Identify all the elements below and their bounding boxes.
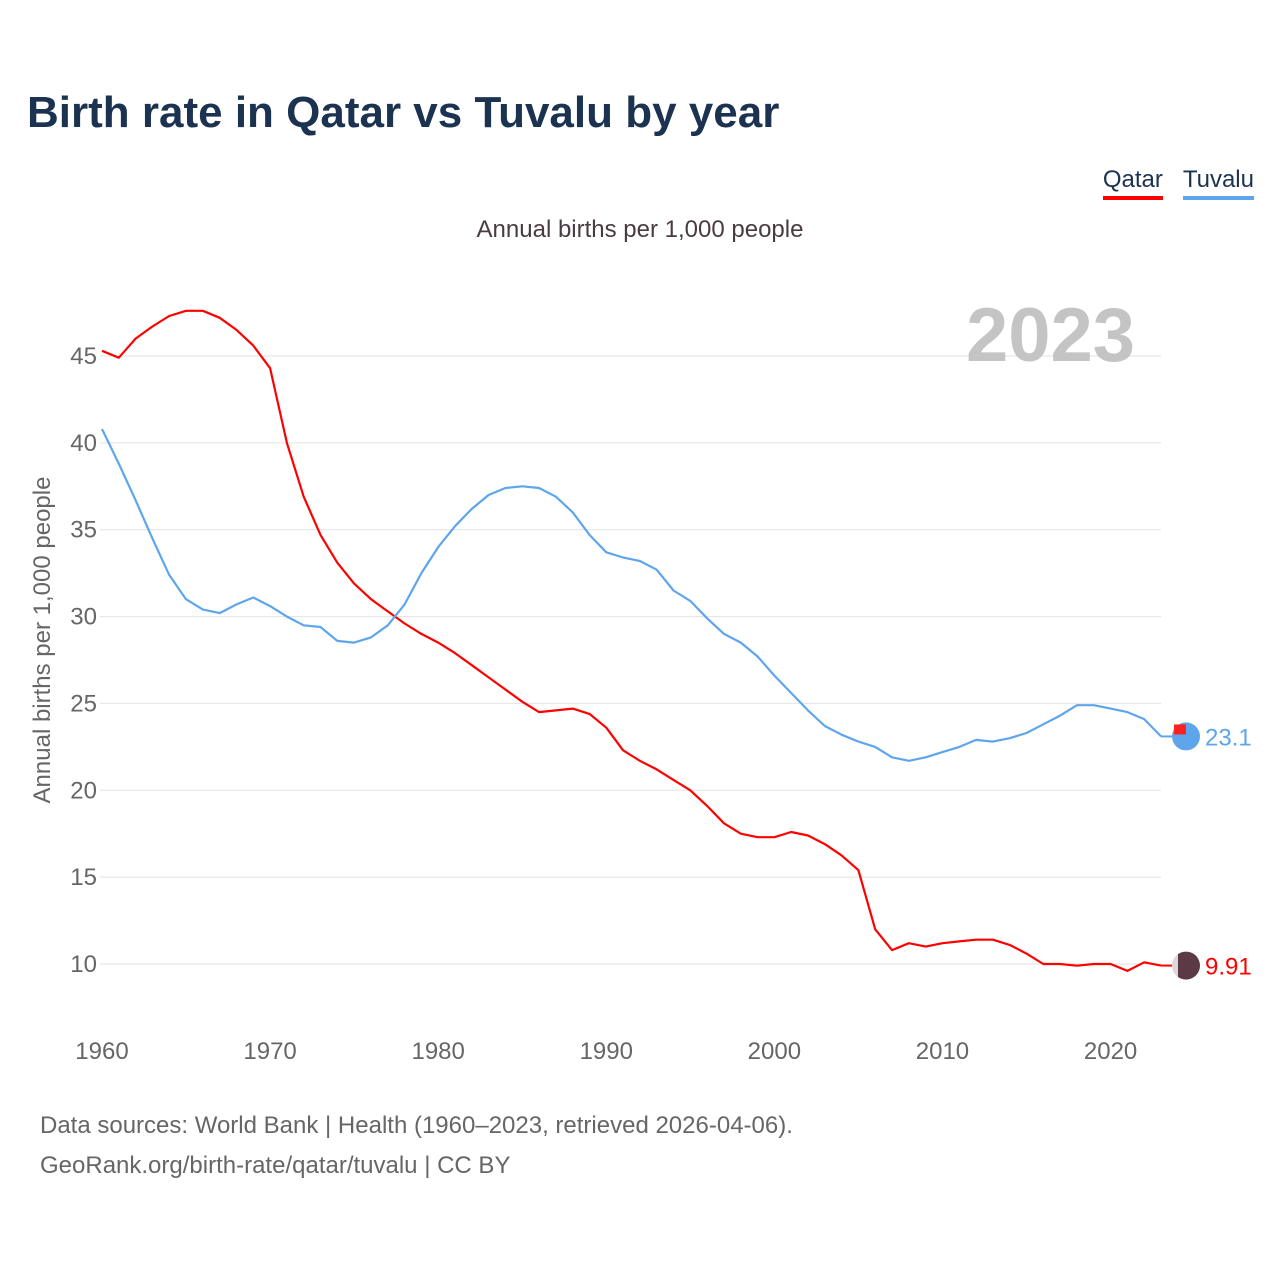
x-tick-label: 1990 — [580, 1038, 633, 1065]
flag-stripe — [1172, 951, 1178, 980]
end-value-label-qatar: 9.91 — [1205, 954, 1252, 981]
y-axis-title: Annual births per 1,000 people — [29, 477, 56, 804]
x-tick-label: 1970 — [243, 1038, 296, 1065]
source-link[interactable]: GeoRank.org/birth-rate/qatar/tuvalu | CC… — [40, 1152, 511, 1179]
x-tick-label: 2020 — [1084, 1038, 1137, 1065]
x-tick-label: 1960 — [75, 1038, 128, 1065]
y-tick-label: 35 — [70, 517, 97, 544]
legend-item-qatar[interactable]: Qatar — [1102, 166, 1163, 200]
chart-title: Birth rate in Qatar vs Tuvalu by year — [27, 88, 780, 137]
footer: Data sources: World Bank | Health (1960–… — [40, 1106, 793, 1186]
y-tick-label: 45 — [70, 343, 97, 370]
chart-subtitle: Annual births per 1,000 people — [476, 216, 804, 243]
legend: Qatar Tuvalu — [1102, 166, 1254, 200]
x-tick-label: 1980 — [411, 1038, 464, 1065]
y-tick-label: 15 — [70, 864, 97, 891]
y-tick-label: 30 — [70, 604, 97, 631]
x-tick-label: 2000 — [748, 1038, 801, 1065]
y-tick-label: 40 — [70, 430, 97, 457]
x-tick-label: 2010 — [916, 1038, 969, 1065]
end-value-label-tuvalu: 23.1 — [1205, 724, 1252, 751]
y-tick-label: 10 — [70, 951, 97, 978]
flag-canton — [1174, 724, 1186, 735]
series-line-qatar — [101, 309, 1162, 973]
current-year-label: 2023 — [966, 293, 1136, 378]
y-tick-label: 25 — [70, 690, 97, 717]
series-line-tuvalu — [101, 428, 1162, 762]
y-tick-label: 20 — [70, 777, 97, 804]
legend-item-tuvalu[interactable]: Tuvalu — [1182, 166, 1254, 200]
data-source-text: Data sources: World Bank | Health (1960–… — [40, 1112, 793, 1139]
flag-icon-qatar — [1172, 951, 1200, 980]
